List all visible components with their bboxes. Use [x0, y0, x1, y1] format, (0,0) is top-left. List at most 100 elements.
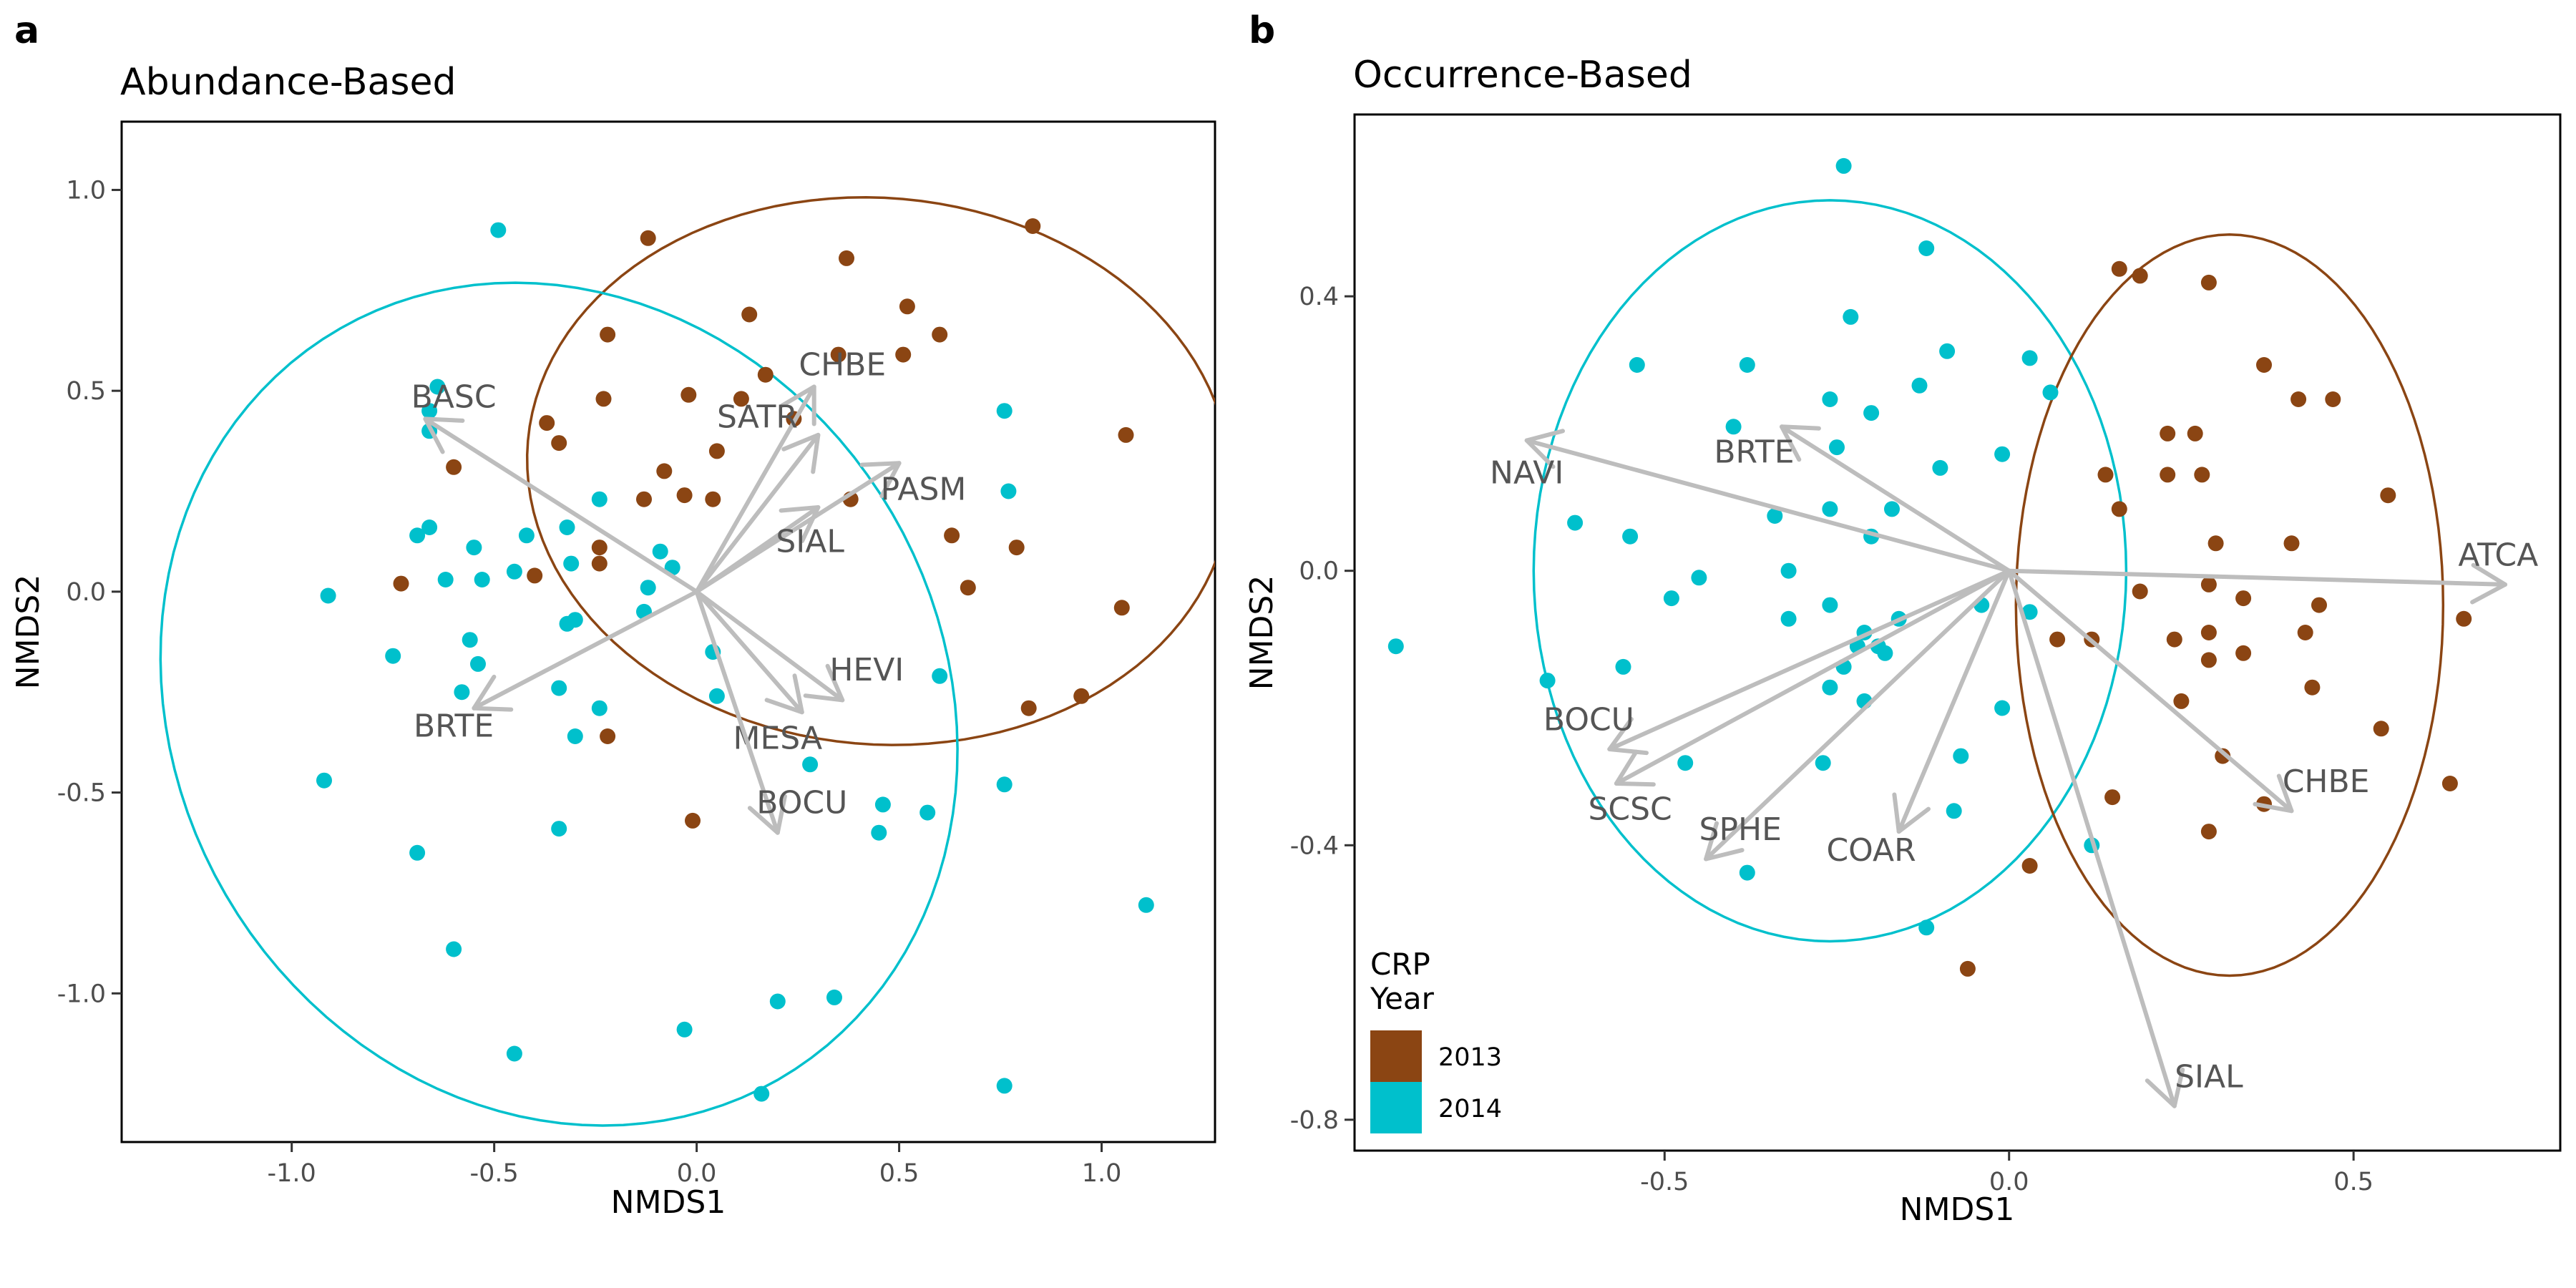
panel-a-point-2014: [652, 543, 668, 560]
panel-a-point-2013: [527, 567, 543, 584]
panel-a-vector-mesa: [694, 589, 804, 715]
panel-a-vector-label-bocu: BOCU: [756, 784, 847, 821]
panel-a-point-2013: [446, 459, 462, 475]
panel-a-point-2013: [932, 326, 948, 343]
panel-b-point-2013: [2200, 625, 2217, 640]
panel-b-point-2014: [1622, 528, 1639, 545]
panel-b-x-axis-title: NMDS1: [1900, 1191, 2015, 1228]
panel-a-x-tick-label: -1.0: [268, 1159, 316, 1188]
legend-title-line1: CRP: [1370, 947, 1430, 982]
panel-b-point-2013: [2160, 467, 2176, 483]
panel-a-point-2014: [753, 1085, 770, 1102]
panel-a-point-2013: [705, 491, 721, 507]
panel-b-vector-head-navi: [1524, 429, 1565, 469]
panel-a-point-2014: [470, 655, 486, 672]
panel-a-vector-label-sial: SIAL: [776, 524, 844, 560]
panel-a-vector-head-basc: [423, 416, 465, 454]
panel-b-point-2013: [2325, 391, 2341, 407]
panel-b-point-2013: [2160, 425, 2176, 441]
panel-a-point-2013: [839, 250, 854, 266]
panel-b-point-2014: [1677, 755, 1694, 771]
panel-a-point-2013: [1025, 218, 1041, 234]
panel-b-point-2014: [1884, 501, 1900, 517]
panel-letter-b: b: [1249, 9, 1275, 52]
panel-a-vector-head-bocu: [747, 794, 787, 835]
panel-b-vector-coar: [1896, 568, 2011, 834]
panel-a-x-axis-title: NMDS1: [611, 1184, 726, 1221]
panel-b-point-2013: [2132, 268, 2148, 284]
panel-a-vector-label-basc: BASC: [411, 379, 497, 415]
panel-a-point-2014: [563, 555, 580, 572]
panel-b-point-2013: [2290, 391, 2307, 407]
panel-b-vector-label-atca: ATCA: [2458, 537, 2538, 574]
panel-b-point-2014: [1932, 459, 1948, 476]
panel-b-point-2014: [1994, 700, 2011, 716]
panel-a-point-2013: [741, 306, 758, 323]
panel-b-point-2014: [1863, 405, 1880, 421]
panel-b-vectors: NAVI BRTE ATCA CHBE SIAL BOCU SCSC SPHE COAR: [1490, 424, 2538, 1108]
panel-a-point-2014: [316, 772, 332, 789]
panel-b-point-2013: [2111, 501, 2127, 517]
panel-a-point-2014: [567, 728, 583, 744]
panel-a-vector-head-satr: [781, 432, 821, 474]
panel-b-point-2013: [2297, 625, 2313, 640]
panel-a-point-2013: [733, 391, 749, 407]
panel-b-vector-label-navi: NAVI: [1490, 454, 1563, 491]
panel-b-vector-head-scsc: [1614, 749, 1656, 787]
panel-a-point-2013: [1020, 700, 1037, 716]
panel-b-point-2014: [1939, 343, 1956, 359]
panel-a-point-2014: [996, 403, 1013, 419]
panel-a-point-2014: [640, 580, 656, 596]
panel-a-ellipses: [159, 196, 1215, 1127]
panel-b-y-tick-label: 0.4: [1299, 283, 1339, 311]
panel-b-point-2014: [1725, 419, 1742, 435]
panel-b-x-tick-label: 0.0: [1989, 1168, 2029, 1196]
panel-b-point-2014: [1918, 240, 1935, 256]
panel-b-title: Occurrence-Based: [1353, 54, 1692, 97]
panel-a-vector-label-pasm: PASM: [881, 472, 967, 508]
panel-b-point-2013: [2097, 467, 2114, 483]
panel-b-point-2013: [2200, 824, 2217, 840]
panel-b-point-2014: [1539, 673, 1556, 689]
panel-a-x-tick-label: -0.5: [470, 1159, 519, 1188]
panel-b-x-tick-label: 0.5: [2333, 1168, 2373, 1196]
panel-a-vector-hevi: [694, 589, 845, 703]
panel-a-y-tick-label: -0.5: [57, 779, 106, 808]
panel-a-point-2014: [1000, 483, 1017, 499]
panel-b-ellipse-2014: [1532, 199, 2128, 943]
panel-a-point-2013: [539, 415, 555, 431]
panel-a-point-2013: [708, 443, 725, 459]
panel-a-y-tick-label: 0.5: [66, 377, 106, 406]
panel-a-vector-head-chbe: [779, 384, 816, 426]
panel-a-point-2014: [826, 989, 842, 1005]
panel-a-point-2014: [559, 615, 575, 632]
panel-a-y-tick-label: 1.0: [66, 176, 106, 205]
panel-b-vector-label-coar: COAR: [1826, 832, 1916, 869]
panel-b-point-2014: [2021, 604, 2038, 620]
panel-b-vector-navi: [1524, 438, 2011, 573]
panel-b-point-2013: [2235, 590, 2252, 607]
panel-b-ellipses: [1532, 199, 2445, 977]
panel-a-x-tick-label: 0.0: [677, 1159, 717, 1188]
panel-a-point-2013: [1113, 600, 1130, 616]
panel-b-point-2014: [1691, 570, 1707, 586]
panel-a-vector-brte: [472, 589, 699, 711]
panel-b-vector-head-chbe: [2253, 774, 2294, 814]
panel-b-y-tick-label: -0.4: [1290, 831, 1339, 860]
panel-b-point-2013: [2380, 487, 2396, 504]
panel-b-vector-head-atca: [2470, 562, 2507, 605]
panel-a-point-2013: [676, 487, 693, 504]
panel-b-vector-label-sial: SIAL: [2175, 1058, 2243, 1095]
panel-a-point-2014: [446, 941, 462, 957]
panel-b-point-2014: [1829, 439, 1845, 456]
panel-b-vector-brte: [1780, 424, 2011, 573]
panel-b-point-2013: [2173, 693, 2190, 709]
panel-a-y-axis-title: NMDS2: [10, 575, 47, 690]
panel-b-point-2013: [2256, 357, 2272, 373]
panel-b-point-2013: [2441, 776, 2458, 791]
panel-a-x-tick-label: 0.5: [879, 1159, 919, 1188]
panel-a-point-2013: [393, 575, 409, 592]
panel-a-vector-head-hevi: [803, 663, 845, 703]
panel-b-point-2014: [1780, 610, 1797, 627]
